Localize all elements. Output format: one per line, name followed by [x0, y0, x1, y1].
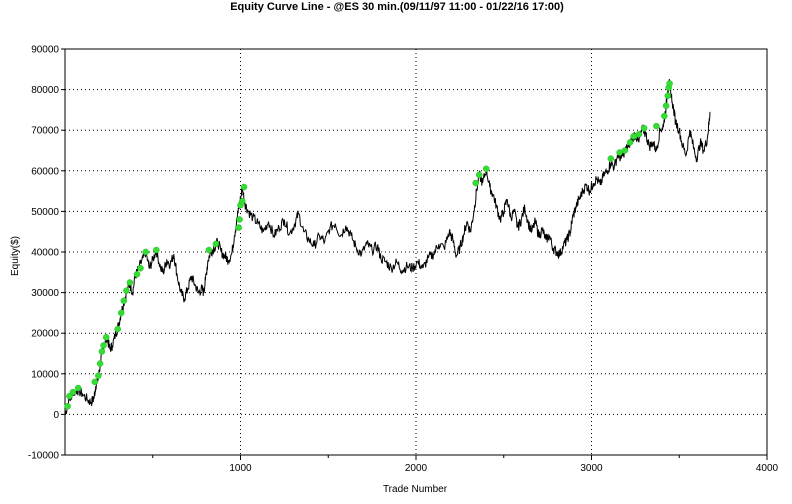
new-high-marker — [153, 246, 160, 254]
new-high-marker — [236, 216, 243, 223]
equity-line — [64, 79, 711, 415]
y-tick-label: 0 — [53, 410, 59, 421]
y-tick-label: 90000 — [31, 45, 59, 56]
y-tick-label: 30000 — [31, 288, 59, 299]
y-tick-label: 10000 — [31, 369, 59, 380]
new-high-marker — [482, 165, 490, 173]
new-high-marker — [240, 183, 248, 191]
new-high-marker — [653, 122, 660, 130]
new-high-marker — [635, 131, 643, 138]
x-tick-label: 4000 — [756, 463, 779, 474]
x-axis-label: Trade Number — [383, 484, 448, 495]
chart-title: Equity Curve Line - @ES 30 min.(09/11/97… — [230, 1, 564, 13]
new-high-marker — [212, 240, 220, 248]
new-high-marker — [123, 287, 130, 294]
x-tick-label: 1000 — [229, 463, 252, 474]
new-high-marker — [205, 246, 213, 254]
new-high-marker — [666, 80, 673, 87]
new-high-marker — [472, 179, 479, 187]
new-high-marker — [235, 224, 242, 231]
new-high-marker — [64, 403, 71, 410]
new-high-marker — [100, 342, 107, 349]
new-high-marker — [664, 92, 672, 99]
new-high-marker — [126, 279, 134, 286]
y-tick-label: 70000 — [31, 126, 59, 137]
y-tick-label: 60000 — [31, 166, 59, 177]
y-tick-label: 40000 — [31, 248, 59, 259]
y-tick-label: 50000 — [31, 207, 59, 218]
new-high-marker — [96, 360, 104, 367]
x-axis-ticks: 1000 2000 3000 4000 — [152, 455, 779, 474]
new-high-marker — [98, 348, 106, 355]
x-tick-label: 2000 — [405, 463, 428, 474]
new-high-marker — [95, 372, 102, 380]
y-tick-label: -10000 — [28, 451, 60, 462]
y-tick-label: 80000 — [31, 85, 59, 96]
y-axis-ticks: -10000 0 10000 20000 30000 40000 50000 60000 700… — [28, 45, 65, 462]
new-high-marker — [239, 198, 246, 205]
new-high-marker — [607, 155, 615, 162]
x-tick-label: 3000 — [580, 463, 603, 474]
new-high-marker — [142, 248, 149, 256]
new-high-marker — [74, 384, 82, 392]
new-high-marker — [475, 171, 483, 179]
new-high-marker — [662, 102, 670, 110]
new-high-marker — [114, 325, 121, 333]
new-high-markers — [64, 80, 673, 410]
new-high-marker — [117, 309, 125, 317]
new-high-marker — [621, 147, 629, 154]
new-high-marker — [661, 112, 668, 120]
y-axis-label: Equity($) — [10, 236, 21, 276]
new-high-marker — [626, 139, 634, 146]
new-high-marker — [69, 388, 77, 396]
new-high-marker — [120, 297, 128, 304]
y-tick-label: 20000 — [31, 329, 59, 340]
new-high-marker — [102, 334, 110, 341]
new-high-marker — [640, 124, 648, 132]
new-high-marker — [91, 378, 99, 386]
new-high-marker — [133, 271, 141, 278]
new-high-marker — [137, 264, 144, 272]
